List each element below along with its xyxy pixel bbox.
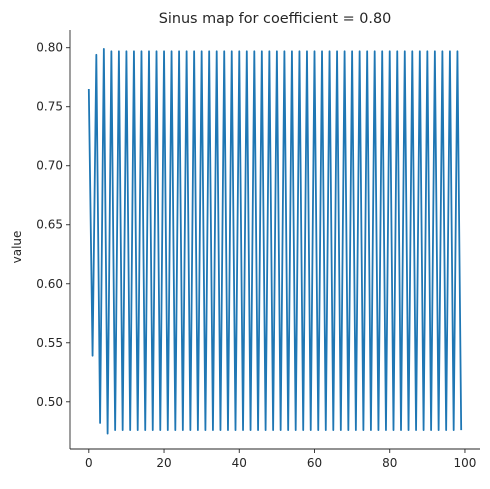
series-line: [87, 47, 463, 435]
y-tick-label: 0.70: [36, 159, 63, 173]
y-tick-label: 0.65: [36, 218, 63, 232]
chart-title: Sinus map for coefficient = 0.80: [159, 11, 392, 27]
y-tick-label: 0.80: [36, 41, 63, 55]
y-axis-ticks: 0.50 0.55 0.60 0.65 0.70 0.75 0.80: [36, 41, 70, 409]
x-tick-label: 0: [85, 456, 93, 470]
y-tick-label: 0.60: [36, 277, 63, 291]
x-tick-label: 20: [156, 456, 171, 470]
x-tick-label: 60: [307, 456, 322, 470]
y-tick-label: 0.55: [36, 336, 63, 350]
x-tick-label: 80: [382, 456, 397, 470]
y-tick-label: 0.75: [36, 100, 63, 114]
y-tick-label: 0.50: [36, 395, 63, 409]
x-axis-ticks: 0 20 40 60 80 100: [85, 449, 476, 470]
x-tick-label: 40: [232, 456, 247, 470]
y-axis-label: value: [10, 231, 24, 264]
x-tick-label: 100: [454, 456, 477, 470]
